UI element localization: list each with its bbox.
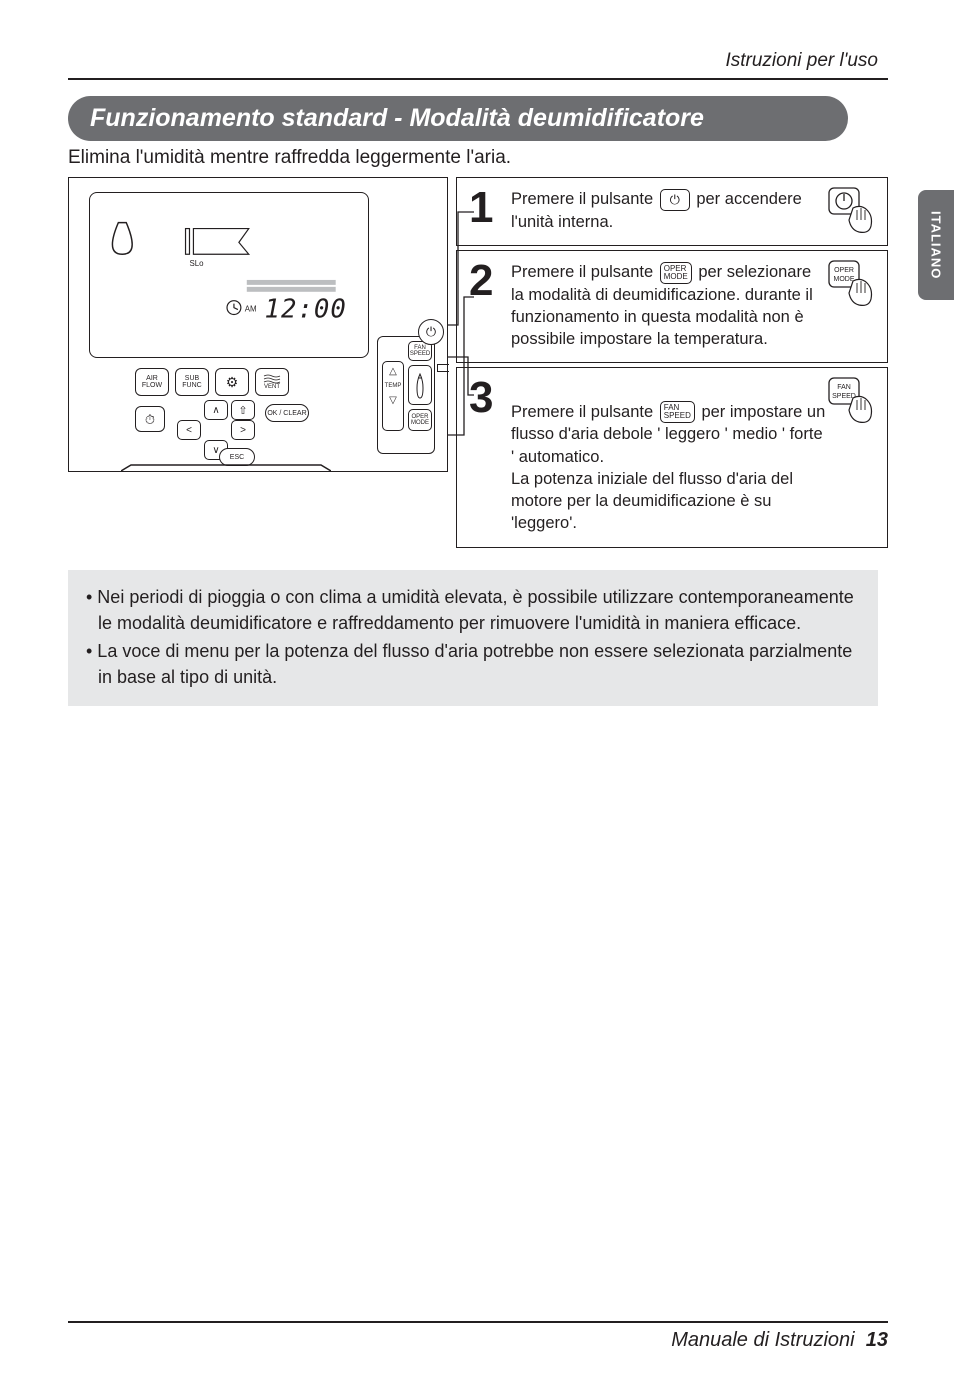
steps-column: 1 Premere il pulsante ⏻ per accendere l'… <box>456 177 888 548</box>
remote-illustration: SLo AM 12:00 AIR FLOW SUB FUNC ⚙ <box>68 177 448 472</box>
step-number: 1 <box>469 188 499 233</box>
notes-box: • Nei periodi di pioggia o con clima a u… <box>68 570 878 706</box>
section-title: Funzionamento standard - Modalità deumid… <box>68 96 848 141</box>
svg-text:AM: AM <box>245 305 257 314</box>
svg-text:FAN: FAN <box>837 384 851 391</box>
hand-press-icon: OPER MODE <box>827 259 879 311</box>
step-1: 1 Premere il pulsante ⏻ per accendere l'… <box>456 177 888 246</box>
ok-clear-button: OK / CLEAR <box>265 404 309 422</box>
step-text: Premere il pulsante ⏻ per accendere l'un… <box>511 188 875 233</box>
step-number: 2 <box>469 261 499 350</box>
note-item: • Nei periodi di pioggia o con clima a u… <box>86 584 860 636</box>
power-icon: ⏻ <box>660 189 690 211</box>
step-text: Premere il pulsante FAN SPEED per impost… <box>511 378 875 534</box>
vent-button: VENT <box>255 368 289 396</box>
page-number: 13 <box>866 1329 888 1351</box>
timer-button: ⏱ <box>135 406 165 432</box>
air-flow-button: AIR FLOW <box>135 368 169 396</box>
power-button: ⏻ <box>418 319 444 345</box>
step-2: 2 Premere il pulsante OPER MODE per sele… <box>456 250 888 363</box>
svg-text:SLo: SLo <box>189 259 204 268</box>
nav-right: > <box>231 420 255 440</box>
svg-text:MODE: MODE <box>834 276 855 283</box>
fan-speed-icon: FAN SPEED <box>660 401 695 423</box>
language-tab: ITALIANO <box>918 190 954 300</box>
slot-icon <box>437 364 449 372</box>
nav-up: ∧ <box>204 400 228 420</box>
oper-mode-icon: OPER MODE <box>660 262 692 284</box>
step-text: Premere il pulsante OPER MODE per selezi… <box>511 261 875 350</box>
right-panel: △ TEMP ▽ FAN SPEED OPER MODE ⏻ <box>377 336 435 454</box>
footer-label: Manuale di Istruzioni <box>671 1329 854 1351</box>
note-item: • La voce di menu per la potenza del flu… <box>86 638 860 690</box>
sub-func-button: SUB FUNC <box>175 368 209 396</box>
page-footer: Manuale di Istruzioni 13 <box>68 1321 888 1352</box>
intro-text: Elimina l'umidità mentre raffredda legge… <box>68 147 888 169</box>
settings-button: ⚙ <box>215 368 249 396</box>
nav-home: ⇧ <box>231 400 255 420</box>
step-3: 3 Premere il pulsante FAN SPEED per impo… <box>456 367 888 547</box>
hand-press-icon <box>827 186 879 238</box>
hand-press-icon: FAN SPEED <box>827 376 879 428</box>
svg-text:OPER: OPER <box>834 267 854 274</box>
remote-lcd: SLo AM 12:00 <box>89 192 369 358</box>
step-number: 3 <box>469 378 499 534</box>
running-head: Istruzioni per l'uso <box>68 50 888 80</box>
svg-text:12:00: 12:00 <box>265 294 347 324</box>
nav-left: < <box>177 420 201 440</box>
